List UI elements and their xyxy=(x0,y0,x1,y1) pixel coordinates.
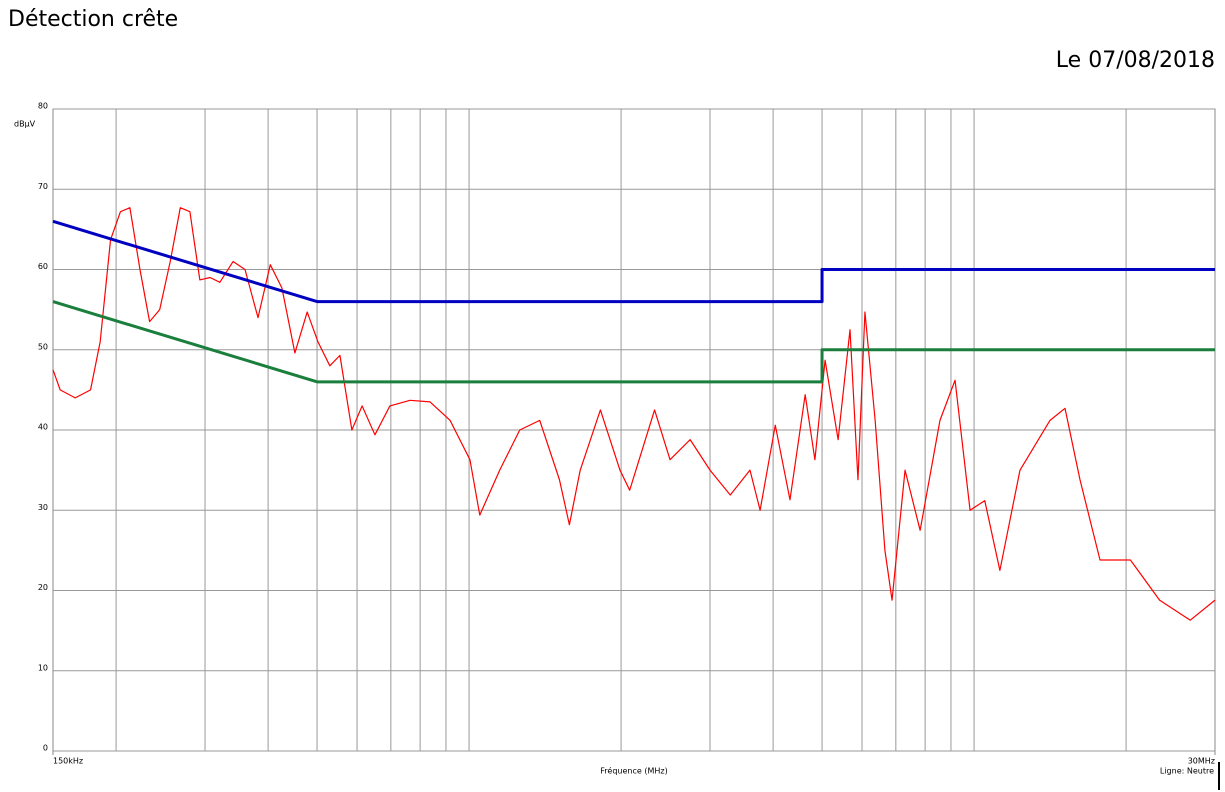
chart-title: Détection crête xyxy=(8,7,178,32)
y-tick-label: 30 xyxy=(38,503,48,512)
note: Ligne: Neutre xyxy=(1160,767,1214,776)
y-tick-label: 80 xyxy=(38,102,48,111)
y-tick-label: 10 xyxy=(38,663,48,672)
x-tick-label: 150kHz xyxy=(53,757,83,766)
y-tick-label: 20 xyxy=(38,583,48,592)
date: Le 07/08/2018 xyxy=(1056,48,1215,73)
y-tick-label: 0 xyxy=(43,744,48,753)
y-tick-label: 40 xyxy=(38,423,48,432)
y-tick-label: 70 xyxy=(38,182,48,191)
x-tick-label: 30MHz xyxy=(1188,757,1215,766)
series-line xyxy=(52,207,1216,621)
y-tick-label: 50 xyxy=(38,342,48,351)
series-line xyxy=(52,300,1215,384)
series-line xyxy=(52,219,1215,304)
x-axis-label: Fréquence (MHz) xyxy=(600,766,667,776)
y-tick-label: 60 xyxy=(38,262,48,271)
y-axis-label: dBµV xyxy=(14,120,36,129)
